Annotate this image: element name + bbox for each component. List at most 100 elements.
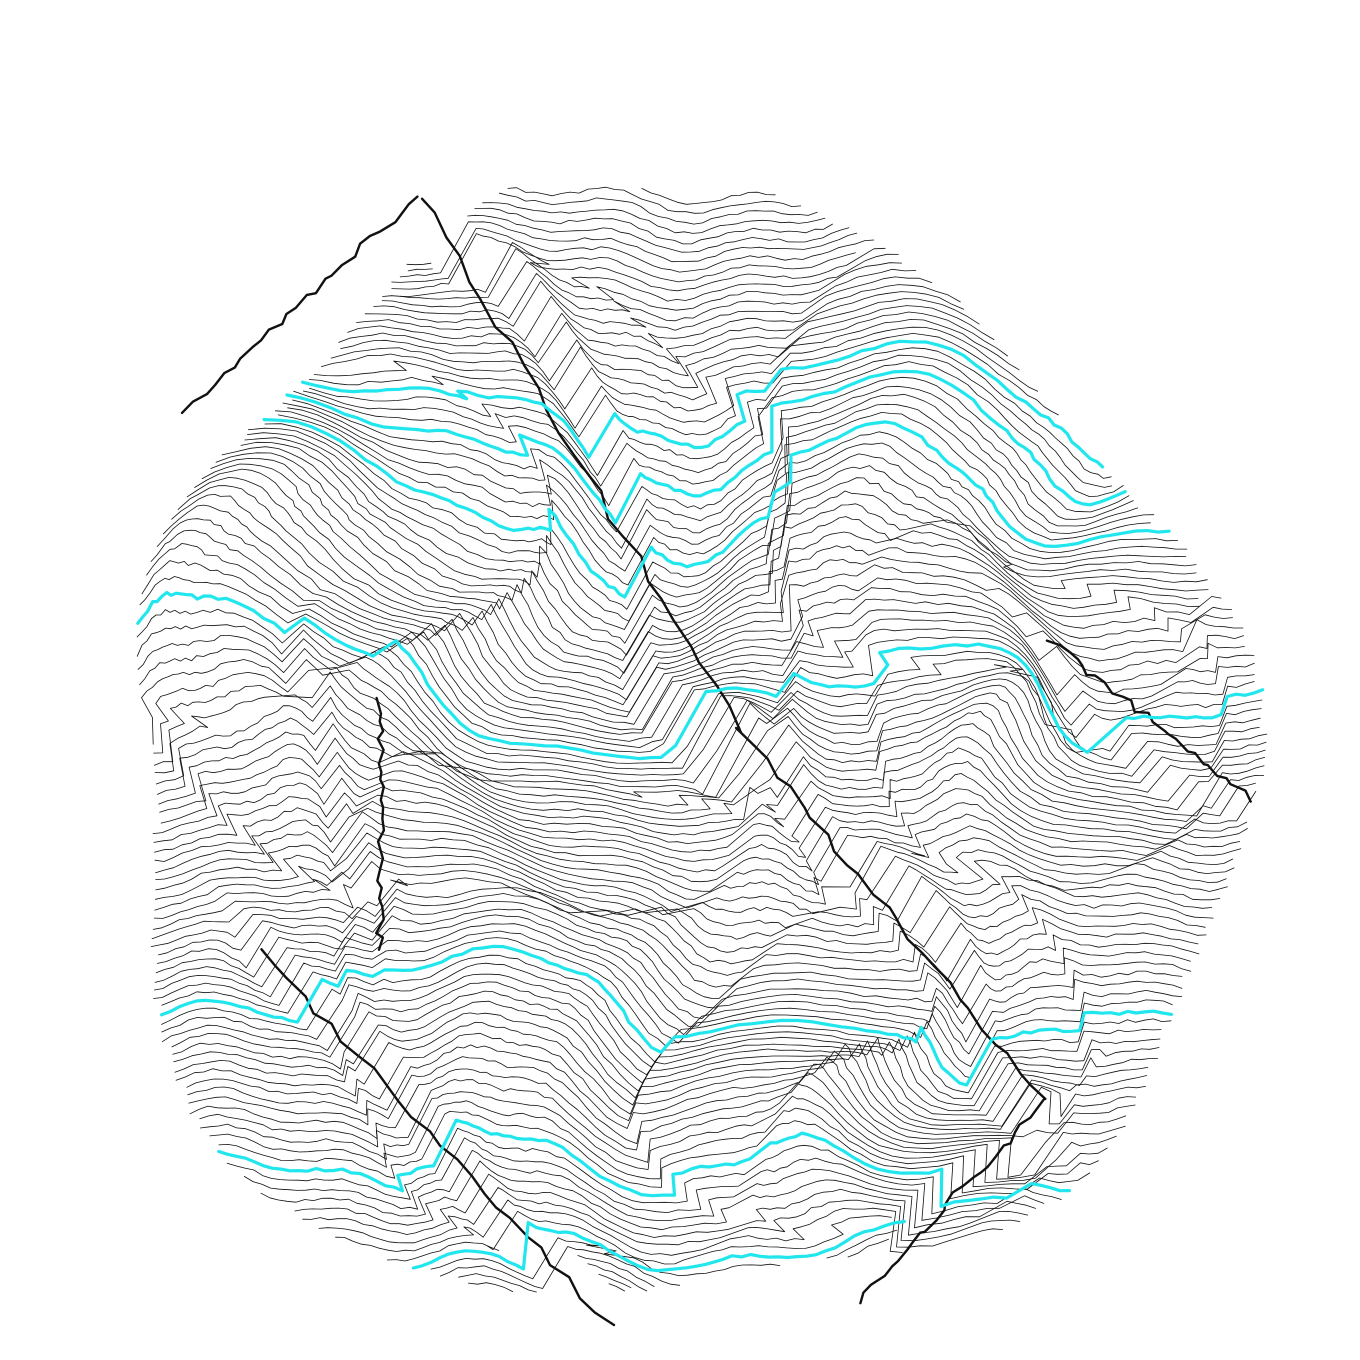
- contour-line: [171, 981, 1160, 1112]
- cyan-accent-line: [411, 1219, 906, 1273]
- contour-line: [153, 930, 1183, 1067]
- contour-line: [577, 1255, 655, 1287]
- contour-line: [400, 248, 899, 302]
- contour-line: [293, 361, 1124, 507]
- fold-creases: [180, 195, 1252, 1327]
- contour-line: [587, 1263, 648, 1292]
- contour-line: [154, 792, 1242, 885]
- cyan-accent-line: [285, 369, 1127, 525]
- contour-line: [309, 347, 1112, 479]
- contour-line: [302, 354, 1113, 488]
- fold-crease: [375, 696, 386, 951]
- contour-line: [201, 463, 1200, 690]
- contour-line: [174, 1012, 1148, 1127]
- contour-line: [302, 1173, 1021, 1242]
- contour-line: [161, 962, 1162, 1100]
- contour-line: [150, 887, 1199, 988]
- contour-line: [163, 504, 1244, 725]
- contour-line: [155, 811, 1227, 915]
- contour-line: [335, 1199, 903, 1256]
- contour-lines: [136, 186, 1268, 1293]
- contour-line: [187, 1044, 1136, 1140]
- contour-line: [158, 893, 1200, 999]
- contour-line: [381, 261, 902, 311]
- contour-line: [292, 376, 1130, 533]
- contour-line: [141, 560, 1255, 748]
- contour-line: [161, 937, 1173, 1079]
- contour-line: [210, 458, 1199, 680]
- contour-line: [157, 901, 1191, 1009]
- contour-line: [407, 268, 433, 272]
- contour-line: [240, 441, 1197, 656]
- contour-line: [154, 671, 1266, 807]
- contour-line: [156, 518, 1245, 731]
- contour-line: [151, 877, 1207, 976]
- contour-line: [439, 1246, 681, 1289]
- contour-line: [152, 765, 1248, 862]
- contour-line: [188, 1056, 1127, 1178]
- contour-line: [373, 268, 917, 322]
- contour-line: [177, 485, 1233, 713]
- cyan-accent-line: [160, 944, 1174, 1087]
- contour-line: [608, 1283, 625, 1292]
- contour-line: [430, 1237, 781, 1280]
- contour-line: [364, 276, 933, 331]
- contour-line: [330, 311, 1008, 401]
- contour-line: [161, 946, 1172, 1086]
- contour-line: [347, 291, 965, 365]
- contour-line: [406, 262, 432, 266]
- contour-line: [186, 1032, 1137, 1135]
- contour-line: [391, 233, 856, 290]
- contour-line: [218, 1111, 1091, 1199]
- contour-line: [468, 1282, 514, 1292]
- contour-line: [287, 393, 1138, 560]
- contour-line: [641, 188, 776, 205]
- contour-line: [474, 207, 833, 245]
- contour-line: [247, 432, 1187, 630]
- fold-crease: [260, 948, 616, 1327]
- contour-line: [338, 298, 980, 377]
- contour-line: [189, 1068, 1126, 1180]
- contour-line: [356, 284, 961, 349]
- contour-line: [161, 954, 1172, 1094]
- cyan-accent-line: [136, 590, 1265, 761]
- contour-line: [155, 908, 1192, 1025]
- contour-line: [157, 711, 1265, 827]
- contour-line: [507, 186, 802, 214]
- contour-line: [159, 737, 1257, 844]
- contour-line: [313, 326, 1039, 429]
- contour-line: [161, 973, 1161, 1107]
- contour-line: [137, 635, 1261, 776]
- contour-line: [152, 861, 1206, 965]
- cyan-accent-line: [301, 339, 1105, 469]
- cyan-accent-lines: [136, 339, 1265, 1273]
- contour-line: [260, 1149, 1036, 1229]
- contour-line: [139, 648, 1260, 784]
- contour-line: [155, 807, 1235, 905]
- contour-line: [209, 1100, 1099, 1194]
- contour-line: [340, 305, 995, 389]
- contour-line: [598, 1273, 632, 1289]
- contour-line: [243, 1137, 1045, 1221]
- contour-line: [458, 1273, 537, 1293]
- cyan-accent-line: [262, 418, 1171, 599]
- contour-line: [153, 667, 1267, 798]
- contour-line: [150, 529, 1255, 735]
- contour-line: [154, 685, 1265, 814]
- contour-line: [215, 452, 1209, 674]
- contour-line: [154, 923, 1183, 1055]
- contour-line: [499, 192, 818, 225]
- contour-line: [160, 751, 1248, 853]
- fold-crease: [1045, 639, 1252, 803]
- fold-crease: [859, 1098, 1046, 1305]
- contour-line: [248, 427, 1188, 622]
- contour-line: [158, 723, 1256, 836]
- contour-line: [155, 823, 1228, 918]
- contour-line: [826, 1229, 897, 1259]
- contour-line: [153, 851, 1214, 953]
- contour-line: [199, 1079, 1117, 1183]
- contour-line: [294, 1160, 1029, 1236]
- contour-line: [226, 1127, 1062, 1215]
- contour-line: [154, 800, 1234, 896]
- contour-line: [136, 624, 1262, 770]
